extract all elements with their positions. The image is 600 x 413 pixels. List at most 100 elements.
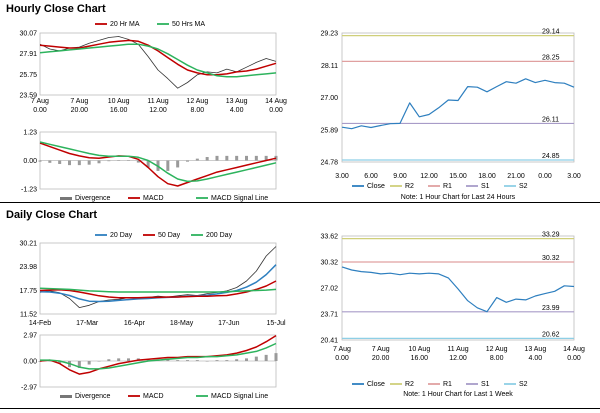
divergence-bar: [58, 160, 62, 164]
x-tick-label: 8.00: [191, 107, 205, 114]
x-tick-label: 10 Aug: [408, 346, 430, 353]
divergence-bar: [107, 160, 111, 162]
price-plot-frame: [39, 32, 277, 96]
divergence-bar: [245, 155, 248, 161]
divergence-bar: [205, 361, 209, 362]
divergence-bar: [274, 155, 278, 161]
x-tick-label: 7 Aug: [31, 98, 49, 105]
y-tick-label: 24.78: [320, 160, 338, 167]
series-line: [39, 141, 277, 183]
x-tick-label: 3.00: [567, 173, 581, 180]
divergence-bar: [166, 160, 170, 171]
y-tick-label: 20.41: [320, 338, 338, 345]
legend-entry: MACD Signal Line: [211, 393, 268, 400]
divergence-bar: [225, 155, 229, 161]
y-tick-label: 30.07: [19, 31, 37, 38]
x-tick-label: 17-Mar: [76, 320, 99, 327]
y-tick-label: -1.23: [21, 187, 37, 194]
divergence-bar: [195, 158, 199, 161]
x-tick-label: 0.00: [538, 173, 552, 180]
divergence-bar: [127, 358, 130, 361]
daily-section-title: Daily Close Chart: [6, 209, 98, 221]
x-tick-label: 21.00: [507, 173, 525, 180]
y-tick-label: 17.75: [19, 288, 37, 295]
series-line: [39, 334, 277, 375]
y-tick-label: 0.00: [23, 359, 37, 366]
series-line: [39, 43, 277, 78]
divergence-bar: [205, 157, 209, 161]
divergence-bar: [127, 160, 130, 161]
x-tick-label: 7 Aug: [333, 346, 351, 353]
x-tick-label: 12.00: [149, 107, 167, 114]
divergence-bar: [254, 356, 258, 361]
legend-entry: Divergence: [75, 195, 111, 202]
x-tick-label: 14-Feb: [29, 320, 51, 327]
series-line: [39, 246, 277, 309]
series-line: [39, 36, 277, 89]
x-tick-label: 17-Jun: [218, 320, 240, 327]
legend-entry: MACD Signal Line: [211, 195, 268, 202]
y-tick-label: 29.23: [320, 31, 338, 38]
divergence-bar: [58, 361, 62, 364]
chart-note: Note: 1 Hour Chart for Last 24 Hours: [401, 194, 516, 201]
x-tick-label: 13 Aug: [226, 98, 248, 105]
level-value-label: 28.25: [542, 54, 560, 61]
x-tick-label: 0.00: [335, 355, 349, 362]
y-tick-label: 33.62: [320, 234, 338, 241]
divergence-bar: [186, 160, 189, 162]
divergence-bar: [176, 360, 180, 361]
divergence-bar: [215, 155, 219, 161]
divergence-bar: [195, 360, 199, 361]
hourly-section-title: Hourly Close Chart: [6, 3, 106, 15]
divergence-bar: [48, 160, 52, 163]
level-value-label: 24.85: [542, 153, 560, 160]
legend-entry: R2: [405, 381, 414, 388]
divergence-bar: [235, 155, 239, 161]
x-tick-label: 15-Jul: [266, 320, 286, 327]
y-tick-label: 28.11: [321, 63, 338, 70]
y-tick-label: 2.97: [23, 333, 37, 340]
divergence-bar: [97, 160, 101, 164]
y-tick-label: 27.00: [320, 95, 338, 102]
bottom-divider: [0, 408, 600, 409]
legend-entry: S1: [481, 183, 490, 190]
x-tick-label: 0.00: [33, 107, 47, 114]
x-tick-label: 15.00: [449, 173, 467, 180]
divergence-bar: [264, 155, 268, 161]
legend-entry: 20 Hr MA: [110, 21, 140, 28]
level-value-label: 30.32: [542, 255, 560, 262]
divergence-bar: [68, 160, 71, 166]
x-tick-label: 11 Aug: [147, 98, 168, 105]
divergence-bar: [107, 359, 111, 361]
divergence-bar: [87, 361, 91, 365]
divergence-bar: [38, 361, 42, 362]
x-tick-label: 7 Aug: [372, 346, 390, 353]
x-tick-label: 9.00: [393, 173, 407, 180]
divergence-bar: [225, 360, 229, 361]
section-divider: [0, 202, 600, 203]
y-tick-label: 0.00: [23, 158, 37, 165]
x-tick-label: 18.00: [478, 173, 496, 180]
legend-entry: 200 Day: [206, 232, 233, 239]
legend-entry: Close: [367, 183, 385, 190]
y-tick-label: 11.52: [20, 312, 37, 319]
divergence-bar: [235, 359, 239, 361]
x-tick-label: 8.00: [490, 355, 504, 362]
level-value-label: 29.14: [542, 29, 560, 36]
series-line: [40, 342, 277, 370]
x-tick-label: 11 Aug: [447, 346, 468, 353]
level-value-label: 23.99: [542, 305, 560, 312]
divergence-bar: [117, 358, 121, 361]
legend-entry: R1: [443, 381, 452, 388]
series-line: [39, 142, 277, 187]
x-tick-label: 14 Aug: [563, 346, 585, 353]
x-tick-label: 0.00: [269, 107, 283, 114]
legend-entry: R2: [405, 183, 414, 190]
legend-entry: S2: [519, 381, 528, 388]
series-line: [39, 39, 277, 76]
legend-entry: MACD: [143, 393, 164, 400]
x-tick-label: 16.00: [110, 107, 128, 114]
x-tick-label: 20.00: [372, 355, 390, 362]
legend-entry: S2: [519, 183, 528, 190]
